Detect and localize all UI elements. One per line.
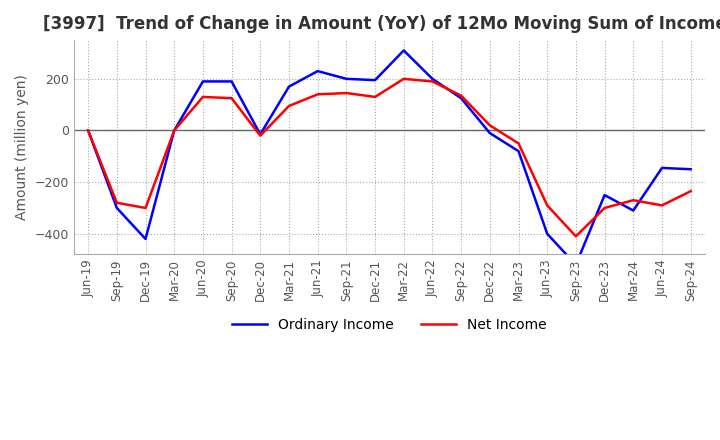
Net Income	[342, 90, 351, 95]
Ordinary Income	[284, 84, 293, 89]
Net Income	[428, 79, 437, 84]
Net Income	[313, 92, 322, 97]
Net Income	[199, 94, 207, 99]
Ordinary Income	[256, 132, 265, 137]
Ordinary Income	[170, 128, 179, 133]
Ordinary Income	[456, 95, 465, 101]
Net Income	[400, 76, 408, 81]
Net Income	[228, 95, 236, 101]
Ordinary Income	[600, 192, 609, 198]
Net Income	[284, 103, 293, 109]
Ordinary Income	[657, 165, 666, 171]
Net Income	[84, 128, 92, 133]
Ordinary Income	[112, 205, 121, 211]
Y-axis label: Amount (million yen): Amount (million yen)	[15, 74, 29, 220]
Net Income	[112, 200, 121, 205]
Line: Ordinary Income: Ordinary Income	[88, 51, 690, 265]
Ordinary Income	[371, 77, 379, 83]
Ordinary Income	[686, 167, 695, 172]
Net Income	[600, 205, 609, 211]
Net Income	[170, 128, 179, 133]
Ordinary Income	[572, 262, 580, 268]
Net Income	[686, 189, 695, 194]
Ordinary Income	[228, 79, 236, 84]
Net Income	[485, 123, 494, 128]
Ordinary Income	[199, 79, 207, 84]
Net Income	[514, 141, 523, 146]
Net Income	[629, 198, 638, 203]
Ordinary Income	[400, 48, 408, 53]
Ordinary Income	[543, 231, 552, 236]
Legend: Ordinary Income, Net Income: Ordinary Income, Net Income	[226, 312, 552, 337]
Ordinary Income	[485, 130, 494, 136]
Net Income	[543, 203, 552, 208]
Ordinary Income	[342, 76, 351, 81]
Ordinary Income	[141, 236, 150, 242]
Ordinary Income	[514, 149, 523, 154]
Ordinary Income	[84, 128, 92, 133]
Ordinary Income	[313, 69, 322, 74]
Net Income	[371, 94, 379, 99]
Ordinary Income	[629, 208, 638, 213]
Ordinary Income	[428, 76, 437, 81]
Net Income	[456, 93, 465, 98]
Title: [3997]  Trend of Change in Amount (YoY) of 12Mo Moving Sum of Incomes: [3997] Trend of Change in Amount (YoY) o…	[42, 15, 720, 33]
Net Income	[141, 205, 150, 211]
Net Income	[657, 203, 666, 208]
Net Income	[572, 234, 580, 239]
Net Income	[256, 133, 265, 138]
Line: Net Income: Net Income	[88, 79, 690, 236]
